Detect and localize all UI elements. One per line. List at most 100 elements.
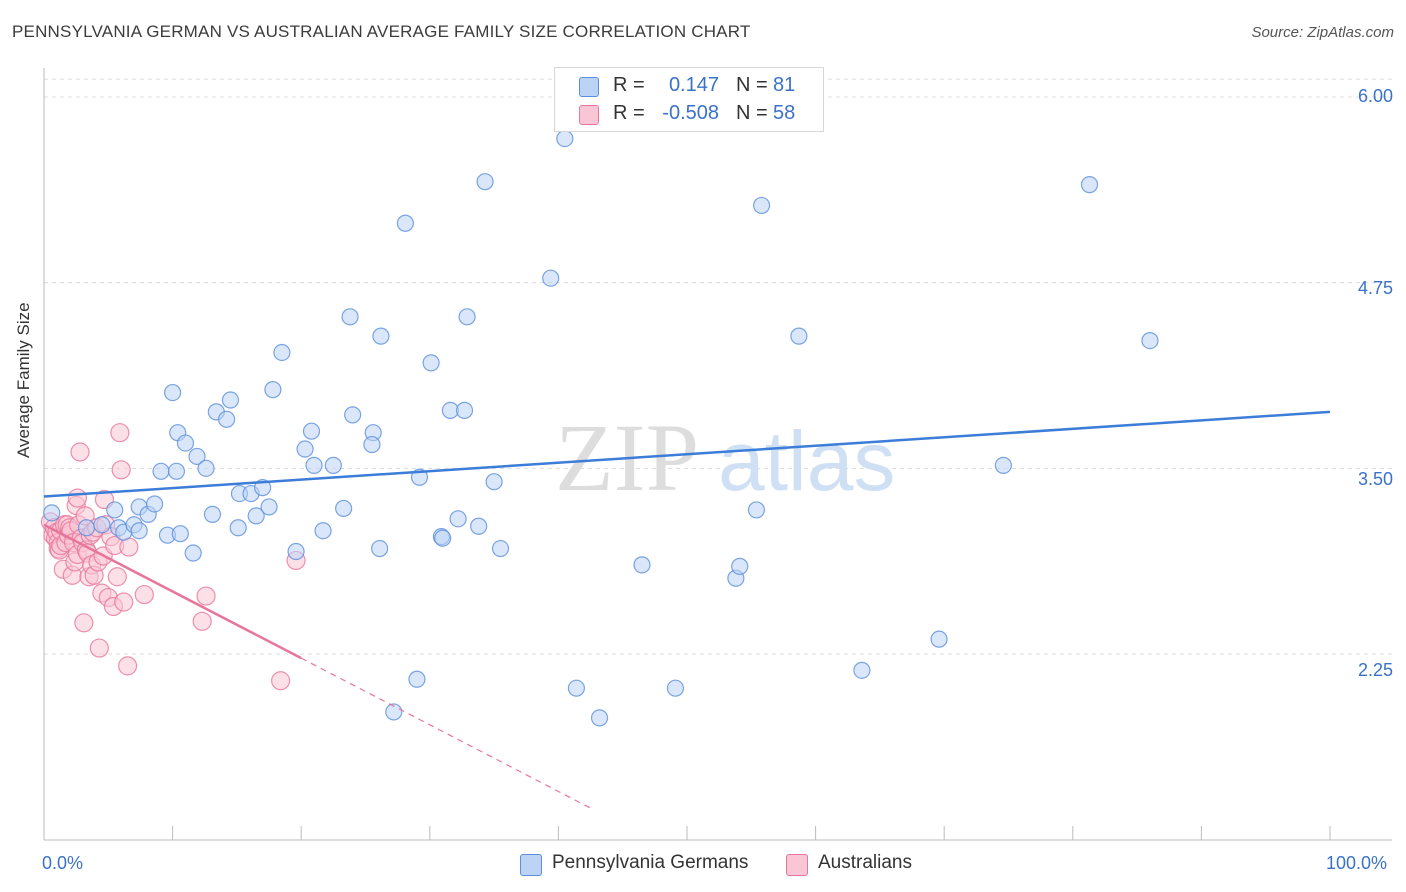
trend-line-australians xyxy=(43,523,302,660)
data-point xyxy=(164,383,182,402)
legend-swatch-pink xyxy=(579,105,599,125)
data-point xyxy=(110,423,130,443)
x-tick-label-min: 0.0% xyxy=(42,853,84,873)
data-point xyxy=(567,679,586,697)
data-point xyxy=(485,473,503,491)
data-point xyxy=(590,709,609,727)
data-point xyxy=(1080,176,1099,194)
legend-r-label: R = xyxy=(613,74,645,96)
data-point xyxy=(77,519,96,537)
data-point xyxy=(341,308,359,326)
data-point xyxy=(491,539,510,558)
y-tick-label: 3.50 xyxy=(1357,469,1393,489)
data-point xyxy=(203,505,222,523)
data-point xyxy=(372,327,390,345)
correlation-legend: R = 0.147 N = 81 R = -0.508 N = 58 xyxy=(554,67,824,132)
legend-n-value: 81 xyxy=(773,74,796,96)
data-point xyxy=(130,522,148,540)
y-tick-label: 2.25 xyxy=(1357,660,1393,680)
legend-n-label: N = xyxy=(736,74,768,96)
data-point xyxy=(296,440,314,458)
data-point xyxy=(556,129,574,148)
data-point xyxy=(853,661,871,679)
legend-n-label: N = xyxy=(736,102,768,124)
legend-item-label: Pennsylvania Germans xyxy=(552,852,749,873)
legend-swatch-blue xyxy=(579,77,599,97)
data-point xyxy=(145,495,164,513)
data-point xyxy=(197,459,215,477)
data-point xyxy=(171,525,189,543)
source-label: Source: ZipAtlas.com xyxy=(1251,24,1394,41)
data-point xyxy=(119,537,139,557)
data-point xyxy=(247,507,265,525)
data-point xyxy=(89,638,109,658)
legend-r-value: 0.147 xyxy=(668,74,719,96)
data-point xyxy=(449,510,467,528)
data-point xyxy=(1141,331,1159,350)
data-point xyxy=(106,501,124,519)
y-axis-label: Average Family Size xyxy=(14,302,33,458)
data-point xyxy=(117,656,138,676)
gridlines xyxy=(44,78,1392,655)
legend-r-label: R = xyxy=(613,102,645,124)
trend-line-australians-extension xyxy=(300,657,595,811)
data-point xyxy=(324,456,342,474)
data-point xyxy=(994,456,1012,474)
y-tick-label: 6.00 xyxy=(1357,86,1393,106)
data-point xyxy=(43,504,61,522)
data-point xyxy=(458,308,476,326)
data-point xyxy=(434,529,452,547)
data-point xyxy=(314,522,332,540)
data-point xyxy=(111,460,131,480)
data-point xyxy=(385,703,403,721)
data-point xyxy=(422,354,440,372)
data-point xyxy=(107,567,127,587)
data-point xyxy=(287,542,305,561)
data-point xyxy=(396,214,414,232)
data-point xyxy=(455,401,474,420)
data-point xyxy=(271,671,291,691)
data-point xyxy=(70,442,90,462)
data-point xyxy=(731,557,749,575)
data-point xyxy=(335,499,353,518)
y-tick-label: 4.75 xyxy=(1357,278,1393,298)
data-point xyxy=(93,516,111,534)
data-point xyxy=(114,592,134,612)
watermark-atlas: atlas xyxy=(718,414,895,508)
data-point xyxy=(188,447,206,466)
data-point xyxy=(363,435,381,454)
x-tick-label-max: 100.0% xyxy=(1326,853,1388,873)
data-point xyxy=(470,517,488,535)
series-pennsylvania-germans xyxy=(43,129,1159,727)
axes xyxy=(43,68,1392,841)
data-point xyxy=(192,611,212,631)
data-point xyxy=(260,498,278,516)
legend-row-pennsylvania-germans: R = 0.147 N = 81 xyxy=(555,72,823,100)
data-point xyxy=(542,269,560,287)
legend-row-australians: R = -0.508 N = 58 xyxy=(555,100,823,128)
legend-n-value: 58 xyxy=(773,102,796,124)
data-point xyxy=(152,462,170,480)
legend-item-label: Australians xyxy=(818,852,912,873)
data-point xyxy=(221,391,240,409)
data-point xyxy=(176,434,195,452)
data-point xyxy=(752,196,771,215)
data-point xyxy=(134,584,154,605)
data-point xyxy=(930,630,948,648)
data-point xyxy=(666,679,685,697)
data-point xyxy=(371,539,389,558)
trend-line-pennsylvania-germans xyxy=(43,410,1331,498)
data-point xyxy=(302,422,321,440)
data-point xyxy=(264,381,282,399)
data-point xyxy=(184,544,202,562)
trend-lines xyxy=(43,410,1331,811)
data-point xyxy=(196,586,216,606)
data-point xyxy=(67,488,88,508)
data-point xyxy=(218,410,236,428)
data-point xyxy=(74,613,94,633)
data-point xyxy=(305,456,323,474)
legend-swatch-pink xyxy=(786,854,808,876)
legend-swatch-blue xyxy=(520,854,542,876)
legend-r-value: -0.508 xyxy=(662,102,719,124)
